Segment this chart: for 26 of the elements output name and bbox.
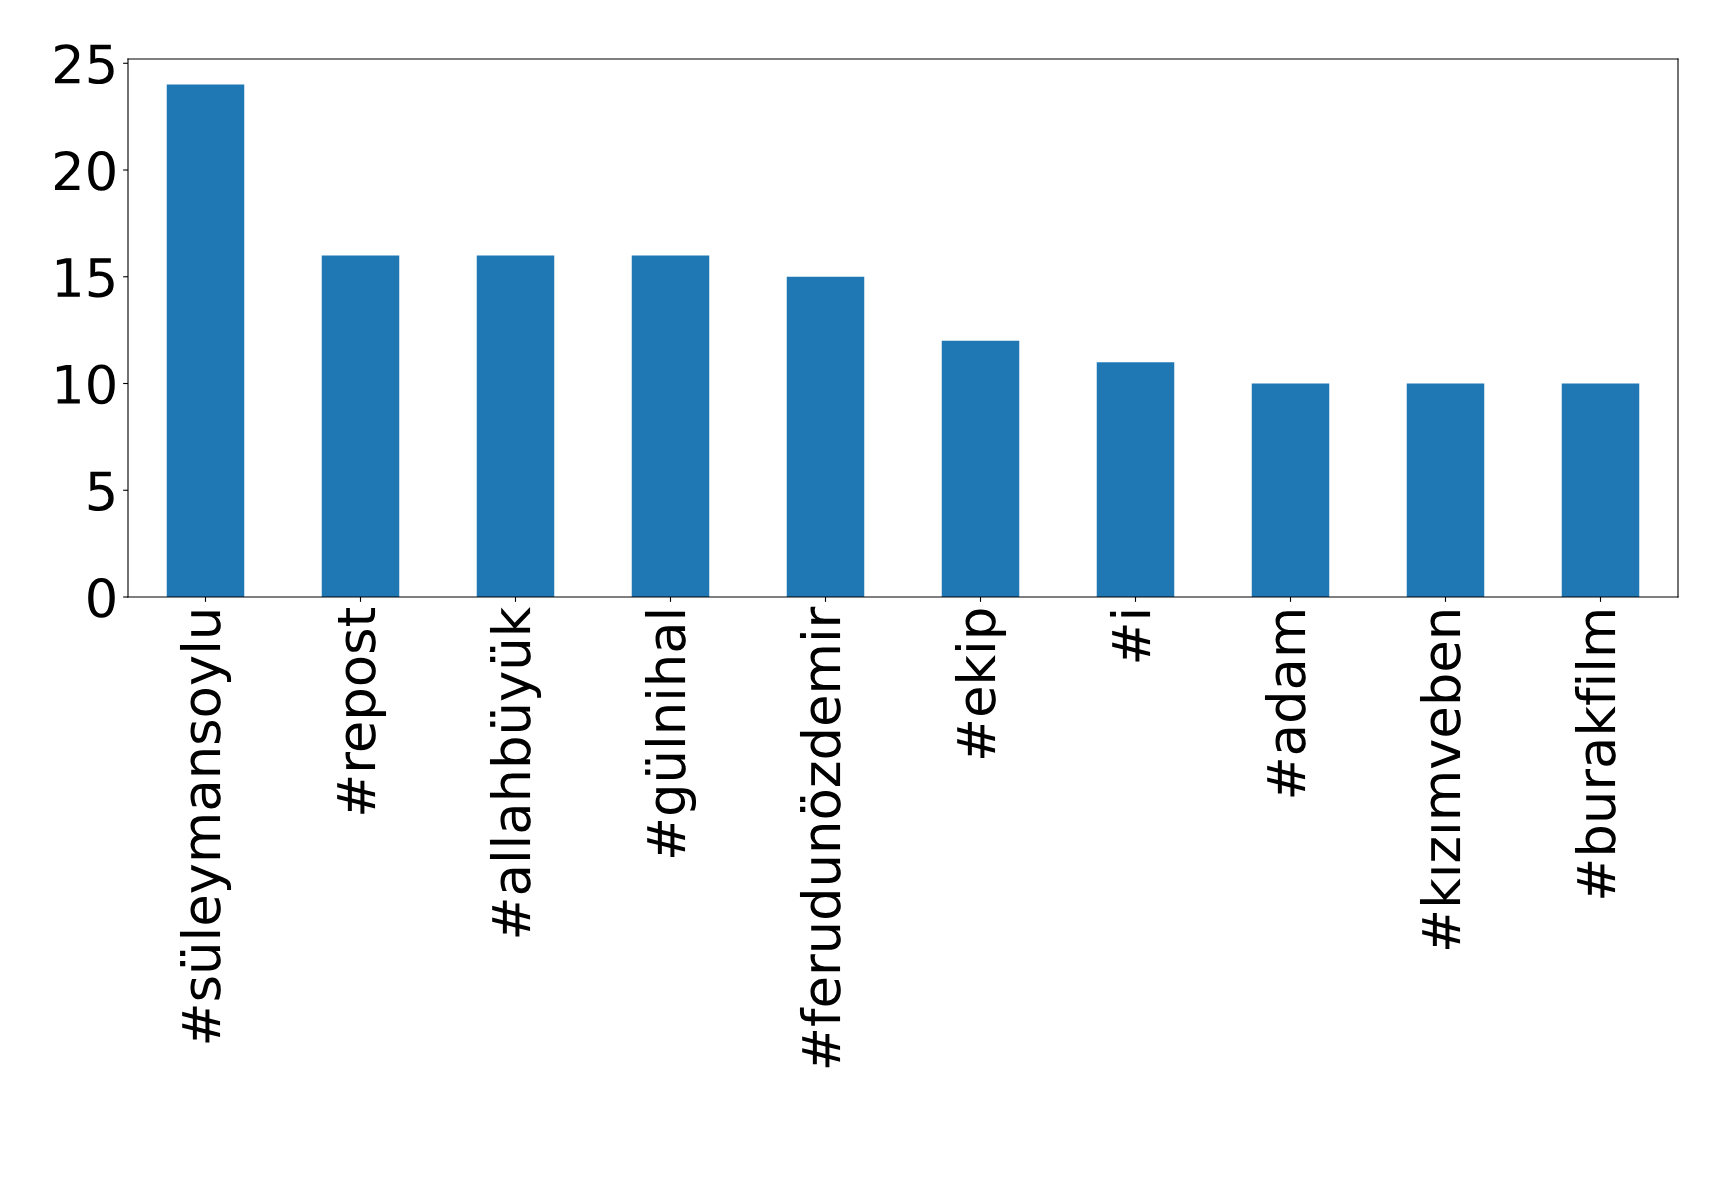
x-tick-label: #allahbüyük xyxy=(489,606,542,937)
x-tick-label: #kızımveben xyxy=(1419,611,1461,950)
y-tick-label: 15 xyxy=(56,258,114,298)
x-tick-label: #ferudunözdemir xyxy=(799,606,841,1068)
bar xyxy=(941,340,1020,597)
y-tick-label: 25 xyxy=(54,44,114,85)
bar xyxy=(166,84,245,597)
x-tick-label: #ekip xyxy=(954,609,1007,759)
bar xyxy=(1096,362,1175,597)
bar xyxy=(1406,383,1485,597)
bar xyxy=(631,255,710,597)
bar xyxy=(1251,383,1330,597)
y-tick-label: 5 xyxy=(88,471,114,512)
x-tick-label: #repost xyxy=(337,607,387,814)
x-tick-label: #burakfilm xyxy=(1574,611,1616,898)
x-tick-label: #adam xyxy=(1264,611,1306,797)
bar xyxy=(786,276,865,597)
bar xyxy=(476,255,555,597)
x-tick-label: #süleymansoylu xyxy=(179,611,232,1043)
bar xyxy=(321,255,400,597)
bar xyxy=(1561,383,1640,597)
x-tick-label: #i xyxy=(1109,611,1151,662)
x-tick-label: #gülnihal xyxy=(644,611,697,858)
y-tick-label: 10 xyxy=(56,364,115,405)
y-tick-label: 20 xyxy=(54,150,115,191)
y-tick-label: 0 xyxy=(88,577,115,618)
